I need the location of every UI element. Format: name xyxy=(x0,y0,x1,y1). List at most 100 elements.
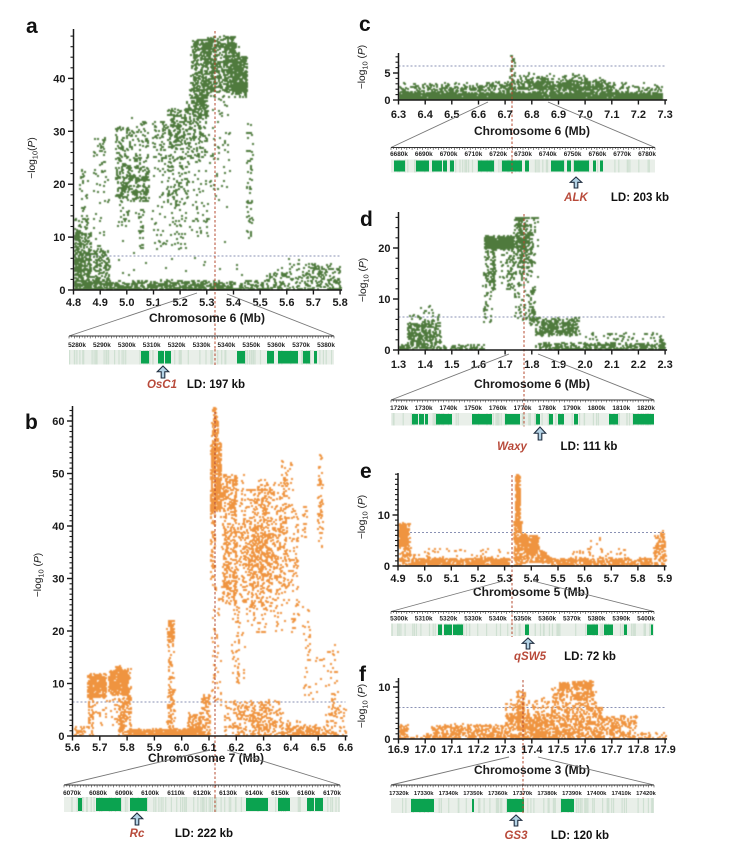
svg-text:5370k: 5370k xyxy=(563,616,581,623)
svg-text:Rc: Rc xyxy=(130,828,145,840)
svg-text:5350k: 5350k xyxy=(242,342,260,349)
svg-text:d: d xyxy=(360,208,373,231)
svg-text:2.0: 2.0 xyxy=(577,359,592,371)
svg-text:30: 30 xyxy=(52,574,64,586)
svg-text:a: a xyxy=(26,15,38,38)
svg-text:2.1: 2.1 xyxy=(604,359,619,371)
svg-text:17400k: 17400k xyxy=(587,791,607,797)
svg-text:17.4: 17.4 xyxy=(521,744,543,756)
svg-text:5.7: 5.7 xyxy=(306,297,321,309)
svg-text:5310k: 5310k xyxy=(143,342,161,349)
svg-text:5320k: 5320k xyxy=(168,342,186,349)
svg-text:6.0: 6.0 xyxy=(174,742,189,754)
svg-text:4.9: 4.9 xyxy=(390,573,405,585)
svg-text:5350k: 5350k xyxy=(514,616,532,623)
svg-text:5390k: 5390k xyxy=(612,616,630,623)
svg-text:17.2: 17.2 xyxy=(468,744,489,756)
svg-text:6.3: 6.3 xyxy=(391,109,406,121)
svg-text:OsC1: OsC1 xyxy=(147,379,177,391)
svg-text:1.9: 1.9 xyxy=(551,359,566,371)
svg-text:Chromosome 3 (Mb): Chromosome 3 (Mb) xyxy=(474,763,590,777)
svg-text:10: 10 xyxy=(52,679,64,691)
svg-text:5370k: 5370k xyxy=(292,342,310,349)
svg-text:6.7: 6.7 xyxy=(497,109,512,121)
svg-text:LD: 203 kb: LD: 203 kb xyxy=(611,192,669,204)
svg-text:17390k: 17390k xyxy=(562,791,582,797)
svg-text:5.6: 5.6 xyxy=(65,742,80,754)
svg-text:1.7: 1.7 xyxy=(497,359,512,371)
svg-text:10: 10 xyxy=(378,294,390,306)
svg-text:6.5: 6.5 xyxy=(444,109,459,121)
svg-text:5.0: 5.0 xyxy=(119,297,134,309)
svg-text:40: 40 xyxy=(52,521,64,533)
svg-text:6110k: 6110k xyxy=(167,790,185,797)
svg-text:5380k: 5380k xyxy=(317,342,335,349)
svg-text:6130k: 6130k xyxy=(219,790,237,797)
svg-text:5: 5 xyxy=(384,68,390,80)
svg-text:40: 40 xyxy=(53,73,65,85)
svg-text:1.8: 1.8 xyxy=(524,359,539,371)
svg-text:1.4: 1.4 xyxy=(418,359,434,371)
svg-text:5.3: 5.3 xyxy=(199,297,214,309)
svg-text:LD: 197 kb: LD: 197 kb xyxy=(187,379,245,391)
svg-text:7.3: 7.3 xyxy=(657,109,672,121)
svg-text:Chromosome 6 (Mb): Chromosome 6 (Mb) xyxy=(474,124,590,138)
svg-text:10: 10 xyxy=(53,232,65,244)
svg-text:5290k: 5290k xyxy=(93,342,111,349)
svg-text:17.7: 17.7 xyxy=(601,744,622,756)
svg-text:0: 0 xyxy=(58,731,64,743)
svg-text:5.0: 5.0 xyxy=(417,573,432,585)
svg-text:5.6: 5.6 xyxy=(279,297,294,309)
svg-text:5310k: 5310k xyxy=(415,616,433,623)
svg-text:6.9: 6.9 xyxy=(551,109,566,121)
svg-text:17.8: 17.8 xyxy=(628,744,649,756)
svg-text:2.2: 2.2 xyxy=(631,359,646,371)
svg-text:5.8: 5.8 xyxy=(332,297,347,309)
svg-text:1770k: 1770k xyxy=(514,405,532,412)
svg-text:0: 0 xyxy=(384,561,390,573)
svg-text:1750k: 1750k xyxy=(464,405,482,412)
svg-text:16.9: 16.9 xyxy=(388,744,409,756)
svg-text:6170k: 6170k xyxy=(323,790,341,797)
svg-text:−log10 (P): −log10 (P) xyxy=(357,684,369,728)
svg-text:17.0: 17.0 xyxy=(414,744,435,756)
svg-text:5.6: 5.6 xyxy=(577,573,592,585)
svg-text:1740k: 1740k xyxy=(440,405,458,412)
svg-text:17420k: 17420k xyxy=(636,791,656,797)
svg-text:6780k: 6780k xyxy=(638,151,656,158)
svg-text:6090k: 6090k xyxy=(115,790,133,797)
svg-text:−log10 (P): −log10 (P) xyxy=(357,45,369,89)
svg-text:5.3: 5.3 xyxy=(497,573,512,585)
svg-text:b: b xyxy=(25,411,38,434)
svg-text:6730k: 6730k xyxy=(514,151,532,158)
svg-text:10: 10 xyxy=(378,682,390,694)
svg-text:6.8: 6.8 xyxy=(524,109,539,121)
svg-text:6750k: 6750k xyxy=(564,151,582,158)
svg-text:1790k: 1790k xyxy=(563,405,581,412)
svg-text:5300k: 5300k xyxy=(390,616,408,623)
svg-text:5.5: 5.5 xyxy=(252,297,267,309)
svg-text:−log10 (P): −log10 (P) xyxy=(357,495,369,539)
svg-text:5.2: 5.2 xyxy=(470,573,485,585)
svg-text:5360k: 5360k xyxy=(267,342,285,349)
svg-text:ALK: ALK xyxy=(563,192,588,204)
svg-text:60: 60 xyxy=(52,416,64,428)
svg-text:5330k: 5330k xyxy=(464,616,482,623)
svg-text:17.6: 17.6 xyxy=(574,744,595,756)
svg-text:5340k: 5340k xyxy=(218,342,236,349)
svg-text:Chromosome 5 (Mb): Chromosome 5 (Mb) xyxy=(473,585,589,599)
svg-text:1820k: 1820k xyxy=(637,405,655,412)
svg-text:5.4: 5.4 xyxy=(524,573,540,585)
svg-text:c: c xyxy=(359,13,371,36)
svg-text:7.2: 7.2 xyxy=(631,109,646,121)
svg-text:6070k: 6070k xyxy=(63,790,81,797)
svg-text:6100k: 6100k xyxy=(141,790,159,797)
svg-text:5.1: 5.1 xyxy=(444,573,459,585)
svg-text:5400k: 5400k xyxy=(637,616,655,623)
svg-text:17.5: 17.5 xyxy=(548,744,569,756)
svg-text:5320k: 5320k xyxy=(440,616,458,623)
svg-text:17360k: 17360k xyxy=(488,791,508,797)
svg-text:6140k: 6140k xyxy=(245,790,263,797)
svg-text:1720k: 1720k xyxy=(390,405,408,412)
svg-text:50: 50 xyxy=(52,469,64,481)
